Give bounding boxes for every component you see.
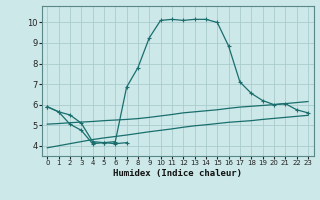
X-axis label: Humidex (Indice chaleur): Humidex (Indice chaleur) <box>113 169 242 178</box>
